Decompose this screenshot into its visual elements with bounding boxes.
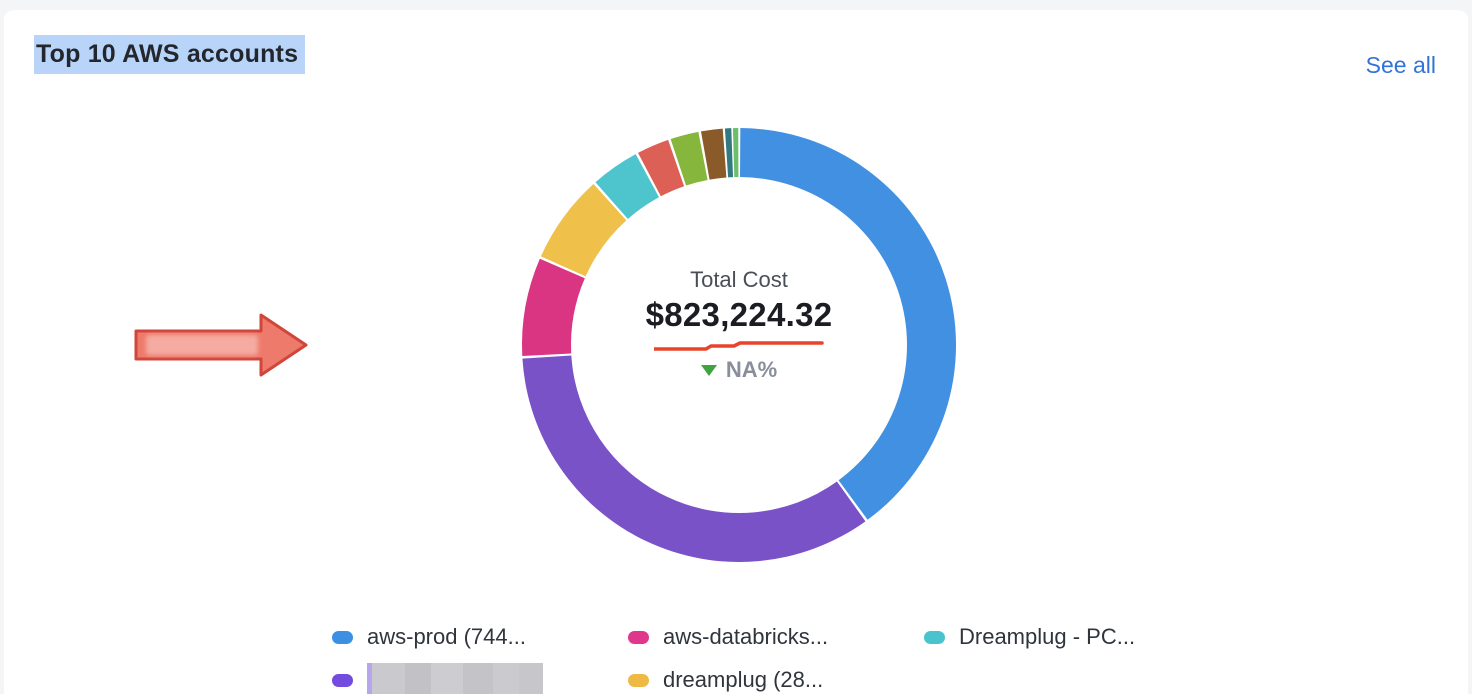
- donut-segment[interactable]: [724, 128, 734, 178]
- legend-item[interactable]: aws-databricks...: [628, 622, 924, 652]
- legend-item[interactable]: Dreamplug - PC...: [924, 622, 1220, 652]
- legend-label: aws-databricks...: [663, 624, 829, 649]
- donut-segment[interactable]: [700, 128, 727, 180]
- donut-segment[interactable]: [638, 139, 685, 197]
- page-title-text: Top 10 AWS accounts: [34, 35, 306, 74]
- trend-sparkline: [569, 339, 909, 355]
- legend-dot-icon: [924, 630, 945, 644]
- legend-item[interactable]: dreamplug (28...: [628, 665, 924, 694]
- donut-segment[interactable]: [540, 184, 627, 277]
- see-all-link[interactable]: See all: [1365, 52, 1436, 78]
- page-title: Top 10 AWS accounts: [34, 35, 306, 74]
- donut-chart: [522, 128, 956, 562]
- legend-dot-icon: [628, 673, 649, 687]
- legend-item[interactable]: aws-prod (744...: [332, 622, 628, 652]
- redacted-label: [367, 663, 543, 694]
- card-header: Top 10 AWS accounts See all: [4, 10, 1468, 79]
- donut-segment[interactable]: [595, 154, 660, 220]
- legend-label: dreamplug (28...: [663, 667, 824, 692]
- delta-row: NA%: [569, 357, 909, 383]
- delta-value: NA%: [725, 357, 778, 382]
- total-cost-value: $823,224.32: [645, 296, 833, 333]
- legend-dot-icon: [628, 630, 649, 644]
- donut-segment[interactable]: [670, 131, 708, 186]
- legend-item[interactable]: [332, 663, 628, 694]
- donut-segment[interactable]: [522, 355, 866, 562]
- triangle-down-icon: [700, 364, 717, 376]
- legend-label: Dreamplug - PC...: [959, 624, 1136, 649]
- donut-segment[interactable]: [732, 128, 739, 178]
- donut-center-overlay: Total Cost $823,224.32 NA%: [569, 266, 909, 383]
- annotation-arrow-icon: [134, 313, 308, 377]
- donut-segment[interactable]: [522, 258, 585, 356]
- chart-legend: aws-prod (744... aws-databricks... Dreampl…: [332, 622, 1220, 694]
- top-accounts-card: Top 10 AWS accounts See all Total Cost $…: [4, 10, 1468, 694]
- legend-dot-icon: [332, 673, 353, 687]
- legend-label: aws-prod (744...: [367, 624, 526, 649]
- donut-segment[interactable]: [740, 128, 956, 520]
- legend-dot-icon: [332, 630, 353, 644]
- total-cost-label: Total Cost: [690, 267, 788, 292]
